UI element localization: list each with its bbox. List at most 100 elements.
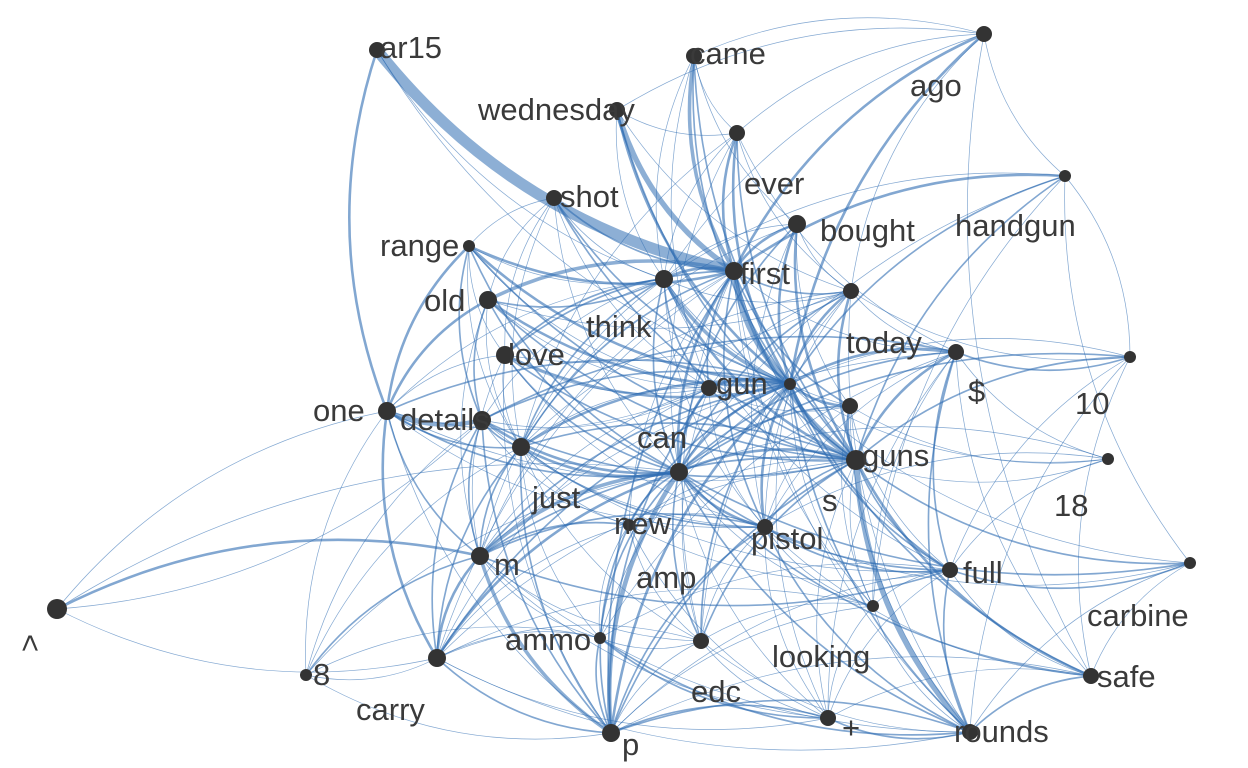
label-ago: ago — [910, 68, 962, 103]
edge-s-just — [520, 422, 857, 461]
label-just: just — [531, 480, 581, 515]
edge-think-can — [663, 278, 710, 389]
node-gun — [784, 378, 796, 390]
edge-guns-new — [678, 405, 851, 473]
edge-gun-carbine — [789, 383, 1191, 564]
edge-think-love — [504, 278, 665, 356]
edge-m-rounds — [479, 555, 971, 733]
edge-gun-one — [386, 359, 791, 412]
edge-ever-first — [721, 131, 739, 273]
label-ten: 10 — [1075, 386, 1109, 421]
edge-s-eighteen — [855, 458, 1109, 483]
node-full — [942, 562, 958, 578]
edge-s-looking — [849, 459, 874, 607]
edge-full-safe — [949, 569, 1092, 677]
edge-can-just — [520, 387, 710, 448]
edge-looking-carry — [436, 588, 874, 659]
edge-details-m — [467, 419, 483, 557]
edge-came-can — [670, 55, 710, 389]
edge-shot-can — [553, 197, 710, 389]
edge-old-one — [385, 298, 490, 413]
edge-dollar-s — [854, 350, 958, 462]
edge-old-new — [487, 299, 680, 473]
edge-love-one — [386, 354, 506, 412]
node-one — [378, 402, 396, 420]
edge-ammo-plus — [599, 637, 829, 719]
edge-carbine-rounds — [969, 562, 1191, 733]
node-ago — [976, 26, 992, 42]
node-ever — [729, 125, 745, 141]
edge-love-just — [502, 354, 522, 448]
label-eighteen: 18 — [1054, 488, 1088, 523]
node-s — [846, 450, 866, 470]
edge-one-lt — [56, 410, 388, 610]
edge-think-new — [652, 278, 680, 473]
edge-range-love — [468, 245, 506, 356]
edge-first-pistol — [723, 270, 766, 528]
node-eight — [300, 669, 312, 681]
edge-m-full — [479, 555, 951, 607]
edge-can-s — [708, 387, 857, 461]
label-looking: looking — [772, 639, 870, 674]
edge-old-s — [487, 299, 857, 461]
node-bought — [788, 215, 806, 233]
node-think — [655, 270, 673, 288]
label-rounds: rounds — [954, 714, 1049, 749]
edge-range-details — [458, 245, 483, 421]
edge-ago-handgun — [983, 33, 1066, 177]
edge-carry-p — [436, 657, 612, 734]
node-dollar — [948, 344, 964, 360]
label-details: details — [400, 402, 490, 437]
node-today — [843, 283, 859, 299]
label-dollar: $ — [968, 374, 985, 409]
label-wednesday: wednesday — [477, 92, 635, 127]
edge-range-one — [385, 244, 471, 413]
edge-range-first — [467, 244, 736, 286]
edge-ammo-p — [595, 637, 612, 734]
edge-just-pistol — [520, 446, 766, 528]
node-safe — [1083, 668, 1099, 684]
edge-eighteen-full — [949, 458, 1109, 571]
edge-first-dollar — [733, 270, 957, 353]
edge-bought-today — [796, 223, 852, 292]
edge-can-carry — [436, 387, 710, 659]
edge-new-safe — [678, 471, 1092, 677]
edge-ten-handgun — [1064, 175, 1131, 358]
edge-carbine-safe — [1090, 562, 1191, 677]
edge-came-think — [655, 55, 695, 280]
label-m: m — [494, 547, 520, 582]
edge-shot-gun — [553, 197, 791, 385]
edge-pistol-m — [479, 513, 766, 557]
edge-new-edc — [672, 471, 702, 642]
edge-m-eight — [305, 555, 481, 676]
edge-ar15-think — [376, 49, 665, 280]
node-edc — [693, 633, 709, 649]
edge-handgun-looking — [872, 175, 1066, 607]
edge-ten-full — [949, 356, 1131, 571]
node-love — [496, 346, 514, 364]
node-ammo — [594, 632, 606, 644]
edge-came-ever — [693, 55, 738, 134]
edge-full-ammo — [599, 563, 951, 639]
edge-ever-think — [663, 132, 738, 280]
edge-ar15-gun — [376, 49, 791, 385]
edge-just-carry — [436, 446, 522, 659]
edge-today-can — [708, 290, 852, 389]
edge-gun-ammo — [599, 383, 791, 639]
edge-first-today — [733, 270, 852, 295]
label-today: today — [846, 325, 922, 360]
label-new: new — [614, 506, 671, 541]
edge-ammo-edc — [599, 637, 702, 650]
edge-old-think — [487, 278, 665, 308]
edge-bought-s — [793, 222, 858, 462]
label-safe: safe — [1097, 659, 1156, 694]
node-carbine — [1184, 557, 1196, 569]
edge-shot-new — [553, 197, 680, 473]
edge-one-s — [386, 410, 857, 482]
node-ar15 — [369, 42, 385, 58]
node-eighteen — [1102, 453, 1114, 465]
edge-gun-looking — [789, 383, 874, 607]
node-just — [512, 438, 530, 456]
edge-bought-think — [663, 223, 798, 280]
